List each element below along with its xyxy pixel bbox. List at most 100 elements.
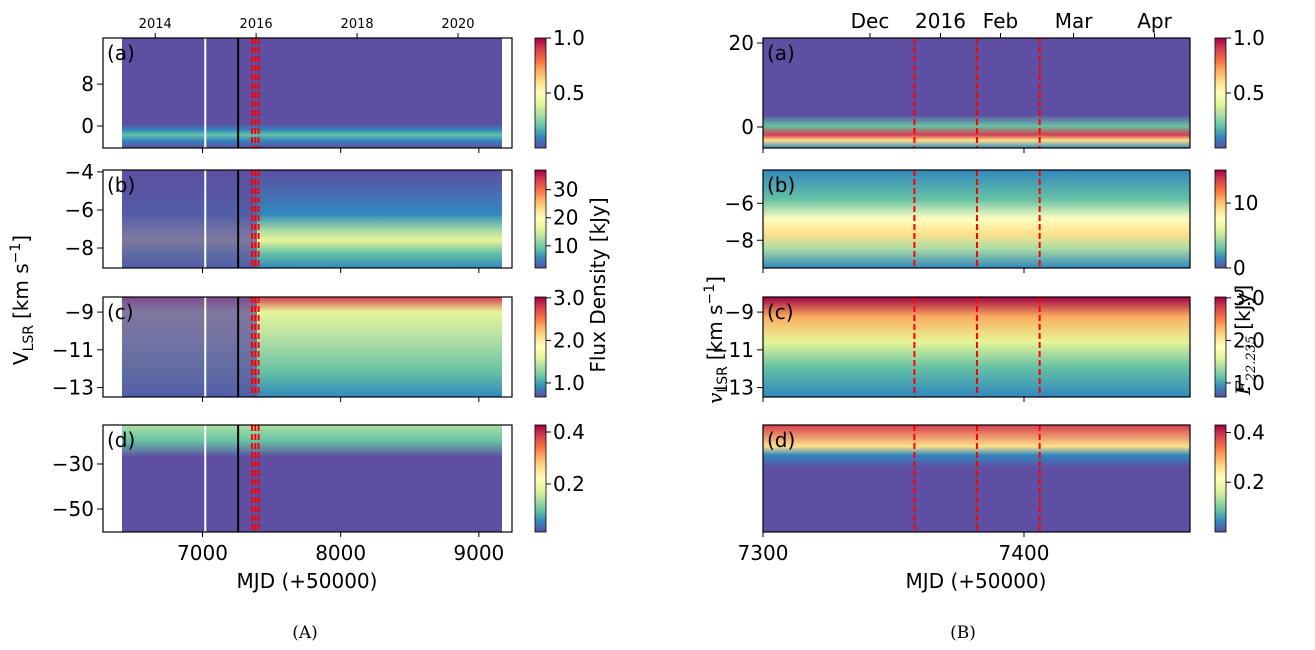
heatmap: [103, 38, 512, 148]
axes-frame: [762, 169, 1191, 269]
no-data: [502, 425, 512, 532]
quiet-phase: [122, 297, 257, 397]
colorbar: [1214, 424, 1227, 533]
y-axis-label: VLSR [km s−1]: [8, 235, 37, 365]
colorbar: [1214, 37, 1227, 149]
x-tick-label: 7300: [738, 541, 789, 565]
top-tick-label: 2020: [441, 17, 474, 32]
colorbar-tick-label: 30: [553, 178, 578, 202]
axes-frame: [102, 169, 513, 269]
y-tick-label: −9: [725, 300, 754, 324]
no-data: [103, 38, 122, 148]
y-tick-label: −30: [52, 452, 94, 476]
colorbar-tick-label: 3.0: [1233, 286, 1265, 310]
y-tick-label: −50: [52, 497, 94, 521]
y-axis-label: vLSR [km s−1]: [702, 276, 731, 404]
top-tick-label: Mar: [1055, 9, 1094, 33]
colorbar: [1214, 296, 1227, 398]
colorbar-tick-label: 3.0: [553, 286, 585, 310]
label-part: LSR: [21, 325, 37, 352]
x-axis-label: MJD (+50000): [237, 569, 378, 593]
colorbar: [534, 296, 547, 398]
colorbar-tick-label: 0.5: [553, 81, 585, 105]
label-part: −1: [702, 284, 718, 305]
axes-frame: [102, 296, 513, 398]
top-tick-label: 2018: [341, 17, 374, 32]
y-tick-label: −13: [712, 376, 754, 400]
top-tick-label: Apr: [1137, 9, 1172, 33]
y-tick-label: −13: [52, 376, 94, 400]
panel-label: (a): [767, 41, 795, 65]
heatmap: [103, 425, 512, 532]
label-part: [km s: [9, 263, 33, 319]
colorbar-tick-label: 2.0: [1233, 328, 1265, 352]
y-tick-label: −11: [712, 338, 754, 362]
label-part: [km s: [703, 305, 727, 361]
colorbar-tick-label: 1.0: [553, 371, 585, 395]
x-tick-label: 7000: [177, 541, 228, 565]
no-data: [502, 170, 512, 268]
colorbar-tick-label: 1.0: [553, 26, 585, 50]
y-tick-label: −8: [725, 228, 754, 252]
x-tick-label: 7400: [999, 541, 1050, 565]
y-tick-label: 8: [81, 72, 94, 96]
colorbar-tick-label: 10: [553, 234, 578, 258]
panel-label: (d): [767, 428, 795, 452]
top-tick-label: Feb: [983, 9, 1018, 33]
colorbar-tick-label: 0.4: [553, 420, 585, 444]
label-part: ]: [703, 276, 727, 284]
colorbar-tick-label: 1.0: [1233, 371, 1265, 395]
panel-label: (c): [107, 300, 134, 324]
panel-label: (c): [767, 300, 794, 324]
label-part: −1: [8, 243, 24, 264]
panel-label: (a): [107, 41, 135, 65]
y-tick-label: 20: [729, 31, 754, 55]
axes-frame: [762, 424, 1191, 533]
top-tick-label: 2014: [139, 17, 172, 32]
colorbar-tick-label: 2.0: [553, 328, 585, 352]
colorbar: [1214, 169, 1227, 269]
colorbar: [534, 37, 547, 149]
axes-frame: [102, 37, 513, 149]
colorbar-tick-label: 0.5: [1233, 81, 1265, 105]
x-tick-label: 9000: [453, 541, 504, 565]
y-tick-label: 0: [81, 114, 94, 138]
label-part: LSR: [715, 366, 731, 393]
panel-label: (d): [107, 428, 135, 452]
x-tick-label: 8000: [315, 541, 366, 565]
axes-frame: [762, 296, 1191, 398]
label-part: 22.235: [1244, 336, 1259, 383]
no-data: [502, 38, 512, 148]
y-tick-label: −6: [725, 191, 754, 215]
y-tick-label: −11: [52, 338, 94, 362]
panel-label: (b): [767, 173, 795, 197]
caption: (B): [950, 623, 976, 643]
top-tick-label: 2016: [915, 9, 966, 33]
heatmap: [763, 425, 1190, 532]
label-part: V: [9, 351, 33, 365]
colorbar-tick-label: 0.2: [1233, 470, 1265, 494]
no-data: [103, 425, 122, 532]
label-part: v: [703, 392, 727, 404]
quiet-phase: [122, 170, 257, 268]
colorbar-tick-label: 0.2: [553, 472, 585, 496]
label-part: ]: [9, 235, 33, 243]
y-tick-label: 0: [741, 115, 754, 139]
no-data: [103, 297, 122, 397]
panel-label: (b): [107, 173, 135, 197]
y-tick-label: −4: [65, 160, 94, 184]
axes-frame: [102, 424, 513, 533]
label-part: [kJy]: [1231, 285, 1255, 330]
y-tick-label: −8: [65, 236, 94, 260]
colorbar-label: Flux Density [kJy]: [586, 197, 610, 372]
top-tick-label: Dec: [851, 9, 890, 33]
x-axis-label: MJD (+50000): [906, 569, 1047, 593]
y-tick-label: −6: [65, 198, 94, 222]
no-data: [103, 170, 122, 268]
no-data: [502, 297, 512, 397]
colorbar-tick-label: 0: [1233, 256, 1246, 280]
axes-frame: [762, 37, 1191, 149]
colorbar-tick-label: 10: [1233, 191, 1258, 215]
colorbar-label: F22.235 [kJy]: [1231, 285, 1259, 396]
